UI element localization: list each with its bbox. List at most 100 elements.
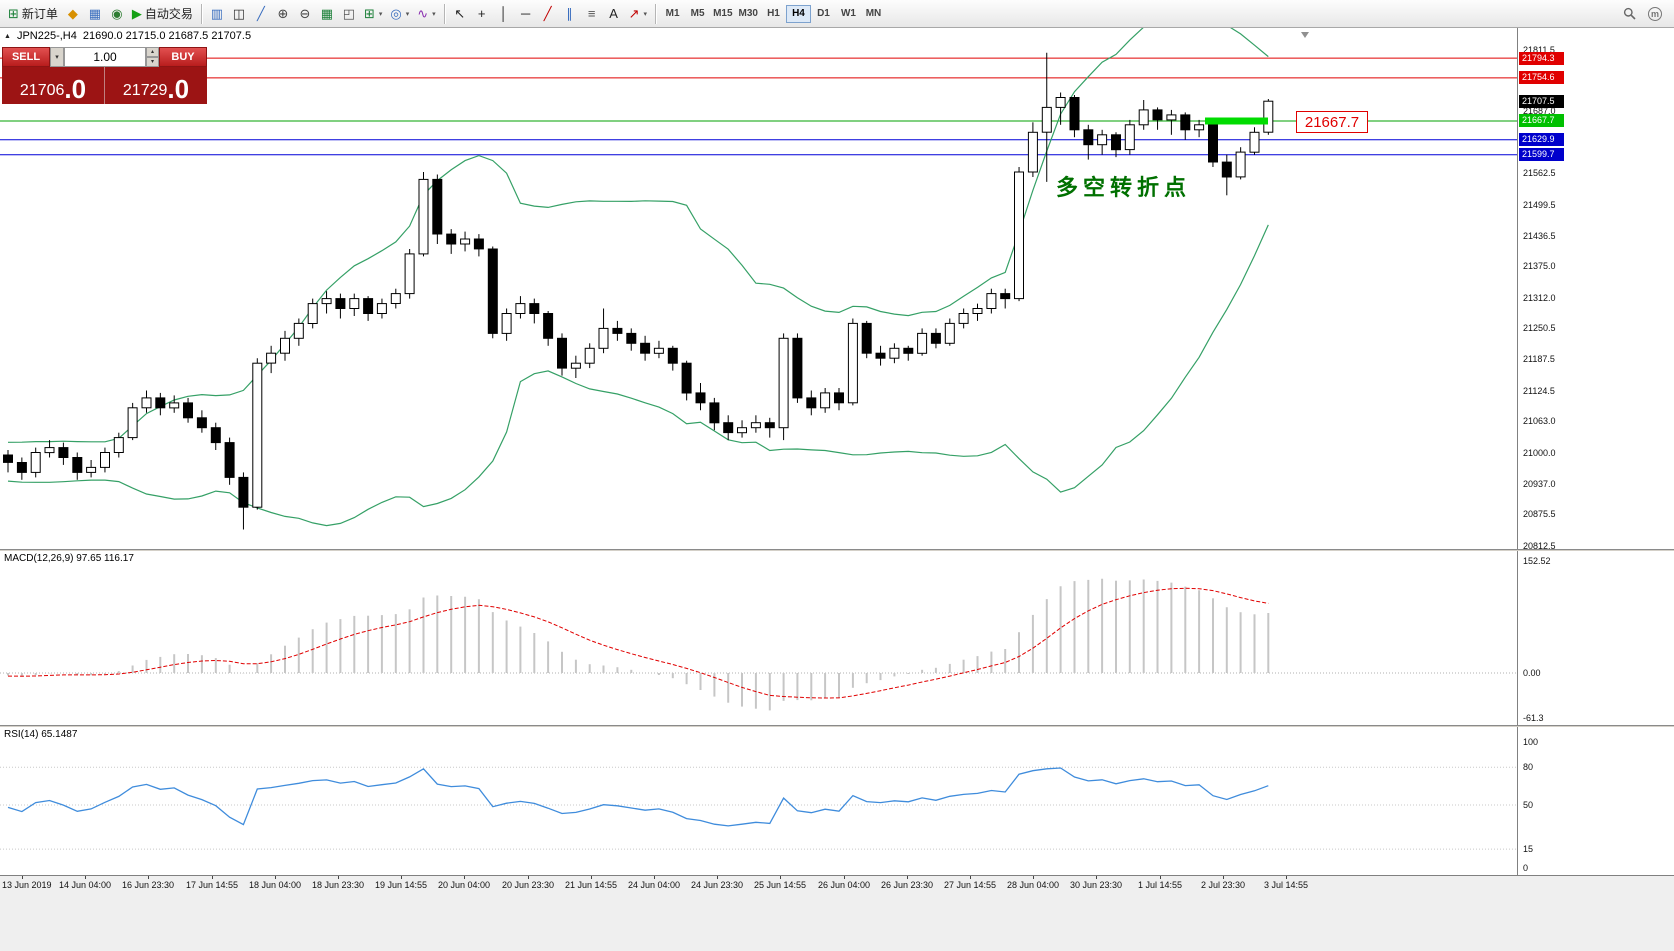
line-chart-button[interactable]: ╱ xyxy=(250,3,272,25)
indicators-button[interactable]: ∿ ▾ xyxy=(413,3,439,25)
timeframe-m30[interactable]: M30 xyxy=(738,8,758,19)
bar-chart-button[interactable]: ▥ xyxy=(206,3,228,25)
time-tick xyxy=(401,876,402,879)
candle-body xyxy=(1249,131,1260,153)
volume-spinner[interactable]: ▴ ▾ xyxy=(146,47,159,67)
volume-input[interactable] xyxy=(64,47,146,67)
chart-canvas[interactable] xyxy=(0,28,1517,549)
market-watch-icon: ◆ xyxy=(67,6,78,21)
time-tick xyxy=(1223,876,1224,879)
candle-body xyxy=(446,233,457,245)
candle-body xyxy=(113,437,124,454)
chart-annotation-text[interactable]: 多空转折点 xyxy=(1056,175,1192,200)
trendline-button[interactable]: ╱ xyxy=(537,3,559,25)
volume-dropdown-button[interactable]: ▾ xyxy=(50,47,64,67)
candle-body xyxy=(778,337,789,429)
search-button[interactable] xyxy=(1618,3,1640,25)
time-label: 18 Jun 23:30 xyxy=(311,880,365,890)
profiles-button[interactable]: ◎ ▾ xyxy=(386,3,413,25)
main-chart-panel: ▲ JPN225-,H4 21690.0 21715.0 21687.5 217… xyxy=(0,28,1674,549)
candle-body xyxy=(944,322,955,344)
time-tick xyxy=(844,876,845,879)
toolbar: ⊞ 新订单 ◆ ▦ ◉ ▶ 自动交易 ▥ ◫ ╱ ⊕ ⊖ ▦ ◰ ⊞ ▾ ◎ ▾ ∿ ▾ ↖ + │ ─ ╱ ∥ ≡ A ↗ ▾ M1 M5 M… xyxy=(0,0,1674,28)
candle-body xyxy=(764,422,775,429)
rsi-canvas[interactable] xyxy=(0,727,1517,875)
buy-button[interactable]: BUY xyxy=(159,47,207,67)
cursor-button[interactable]: ↖ xyxy=(449,3,471,25)
new-chart-icon: ⊞ xyxy=(363,6,375,21)
new-order-button[interactable]: ⊞ 新订单 xyxy=(4,3,62,25)
timeframe-m15[interactable]: M15 xyxy=(713,8,733,19)
macd-axis[interactable]: 152.52 0.00 -61.3 xyxy=(1517,551,1674,725)
candle-body xyxy=(529,303,540,315)
channel-button[interactable]: ∥ xyxy=(559,3,581,25)
chart-shift-marker-icon[interactable] xyxy=(1301,32,1309,38)
data-window-icon: ▦ xyxy=(88,6,102,21)
timeframe-mn[interactable]: MN xyxy=(865,8,882,19)
candle-body xyxy=(1000,293,1011,300)
candle-body xyxy=(1166,114,1177,121)
timeframe-h4[interactable]: H4 xyxy=(785,4,811,23)
timeframe-w1[interactable]: W1 xyxy=(840,8,856,19)
time-tick xyxy=(1096,876,1097,879)
price-axis[interactable]: 21811.5 21687.0 21562.5 21499.5 21436.5 21375… xyxy=(1517,28,1674,549)
rsi-axis-label: 0 xyxy=(1523,863,1529,873)
buy-price-button[interactable]: 21729 .0 xyxy=(104,67,207,104)
panel-splitter[interactable] xyxy=(0,549,1674,551)
timeframe-h1[interactable]: H1 xyxy=(767,8,780,19)
candlestick-chart-button[interactable]: ◫ xyxy=(228,3,250,25)
rsi-line xyxy=(7,767,1269,827)
zoom-out-button[interactable]: ⊖ xyxy=(294,3,316,25)
highlight-segment-object[interactable] xyxy=(1205,117,1268,125)
candle-body xyxy=(1027,131,1038,173)
tile-windows-button[interactable]: ◰ xyxy=(338,3,360,25)
candle-body xyxy=(183,402,193,419)
chevron-down-icon: ▾ xyxy=(643,10,648,18)
candle-body xyxy=(889,347,900,359)
new-chart-button[interactable]: ⊞ ▾ xyxy=(360,3,386,25)
crosshair-button[interactable]: + xyxy=(471,3,493,25)
zoom-in-button[interactable]: ⊕ xyxy=(272,3,294,25)
timeframe-d1[interactable]: D1 xyxy=(817,8,830,19)
candle-body xyxy=(1208,124,1218,163)
price-axis-label: 20812.5 xyxy=(1523,541,1556,549)
sell-button[interactable]: SELL xyxy=(2,47,50,67)
panel-splitter[interactable] xyxy=(0,725,1674,727)
price-axis-label: 21063.0 xyxy=(1523,416,1556,426)
auto-trading-button[interactable]: ▶ 自动交易 xyxy=(128,3,197,25)
candle-body xyxy=(307,303,318,325)
cursor-icon: ↖ xyxy=(454,6,466,21)
auto-arrange-button[interactable]: ▦ xyxy=(316,3,338,25)
candle-body xyxy=(1124,124,1135,151)
data-window-button[interactable]: ▦ xyxy=(84,3,106,25)
vertical-line-button[interactable]: │ xyxy=(493,3,515,25)
horizontal-line-button[interactable]: ─ xyxy=(515,3,537,25)
community-button[interactable]: m xyxy=(1644,3,1666,25)
spinner-down-icon[interactable]: ▾ xyxy=(146,57,159,67)
market-watch-button[interactable]: ◆ xyxy=(62,3,84,25)
candle-body xyxy=(626,332,637,344)
candle-body xyxy=(127,407,138,439)
macd-canvas[interactable] xyxy=(0,551,1517,725)
candle-body xyxy=(335,298,346,310)
candle-body xyxy=(1235,151,1246,178)
arrows-button[interactable]: ↗ ▾ xyxy=(625,3,651,25)
rsi-axis[interactable]: 100 80 50 15 0 xyxy=(1517,727,1674,875)
sell-price-button[interactable]: 21706 .0 xyxy=(2,67,104,104)
candle-body xyxy=(44,447,55,454)
macd-label: MACD(12,26,9) 97.65 116.17 xyxy=(4,553,134,564)
ohlc-values: 21690.0 21715.0 21687.5 21707.5 xyxy=(82,30,252,42)
bar-chart-icon: ▥ xyxy=(210,6,224,21)
text-button[interactable]: A xyxy=(603,3,625,25)
terminal-button[interactable]: ◉ xyxy=(106,3,128,25)
timeframe-m1[interactable]: M1 xyxy=(665,8,680,19)
candle-body xyxy=(349,298,360,310)
spinner-up-icon[interactable]: ▴ xyxy=(146,47,159,57)
timeframe-m5[interactable]: M5 xyxy=(690,8,705,19)
candle-body xyxy=(487,248,498,334)
time-axis[interactable]: 13 Jun 2019 14 Jun 04:00 16 Jun 23:30 17 Ju… xyxy=(0,875,1674,892)
time-label: 20 Jun 23:30 xyxy=(501,880,555,890)
macd-axis-label: 152.52 xyxy=(1523,556,1551,566)
price-callout-label[interactable]: 21667.7 xyxy=(1296,111,1368,133)
fibonacci-button[interactable]: ≡ xyxy=(581,3,603,25)
